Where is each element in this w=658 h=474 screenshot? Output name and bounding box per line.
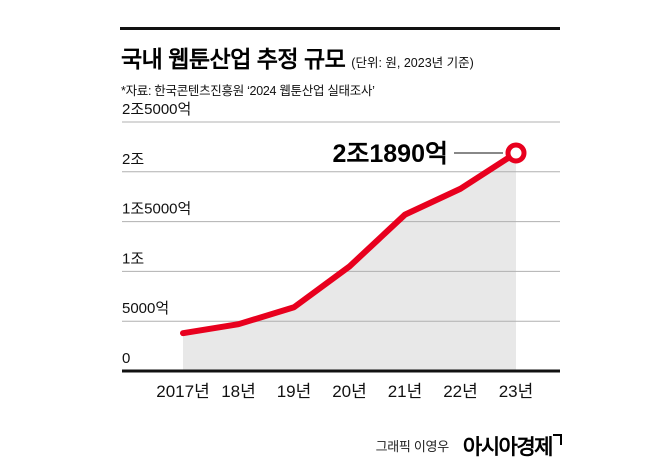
unit-note: (단위: 원, 2023년 기준): [351, 56, 474, 70]
x-tick-label: 2017년: [156, 382, 209, 401]
flag-icon: [553, 434, 562, 445]
page-title: 국내 웹툰산업 추정 규모: [121, 46, 346, 72]
y-tick-label: 1조: [122, 250, 144, 267]
x-tick-label: 20년: [332, 382, 367, 401]
brand-logo: 아시아경제: [462, 434, 562, 459]
trend-line: [180, 149, 519, 337]
footer: 그래픽 이영우 아시아경제: [375, 434, 562, 459]
end-point-marker: [505, 142, 527, 164]
y-tick-label: 0: [122, 350, 130, 367]
chart-area: 0 5000억 1조 1조5000억 2조 2조5000억 2017년 18년 19년 20년 21…: [110, 100, 570, 412]
y-tick-label: 5000억: [122, 300, 169, 317]
y-tick-label: 2조: [122, 151, 144, 168]
x-tick-label: 23년: [499, 382, 534, 401]
annotation-label: 2조1890억: [332, 140, 448, 168]
x-tick-label: 22년: [443, 382, 478, 401]
chart-svg: 0 5000억 1조 1조5000억 2조 2조5000억 2017년 18년 19년 20년 21…: [122, 101, 560, 401]
graphic-credit: 그래픽 이영우: [375, 439, 450, 454]
x-tick-label: 18년: [221, 382, 256, 401]
header: 국내 웹툰산업 추정 규모 (단위: 원, 2023년 기준): [121, 40, 581, 74]
x-tick-label: 19년: [277, 382, 312, 401]
y-tick-label: 2조5000억: [122, 101, 191, 118]
source-note: *자료: 한국콘텐츠진흥원 ‘2024 웹툰산업 실태조사’: [121, 84, 375, 98]
x-tick-label: 21년: [388, 382, 423, 401]
y-tick-label: 1조5000억: [122, 201, 191, 218]
top-rule-divider: [120, 27, 560, 30]
brand-logo-text: 아시아경제: [462, 436, 554, 459]
